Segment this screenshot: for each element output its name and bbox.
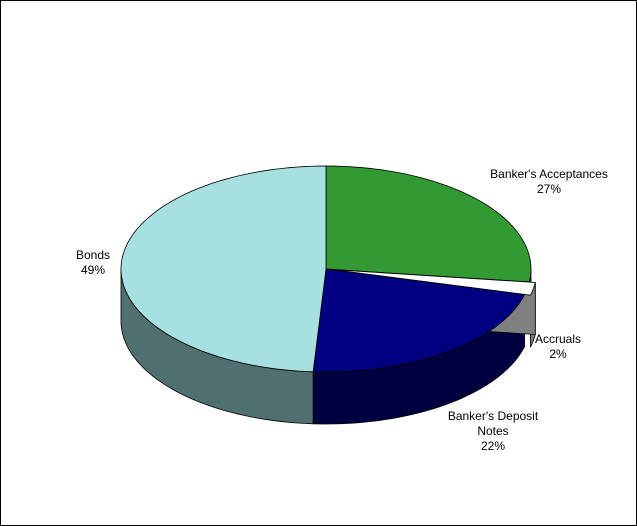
slice <box>120 165 327 373</box>
data-label: Banker's Acceptances 27% <box>479 167 619 197</box>
slice <box>325 165 532 283</box>
category-label: Accruals <box>534 332 581 346</box>
data-label: Banker's Deposit Notes 22% <box>438 409 548 454</box>
value-label: 22% <box>480 439 506 453</box>
value-label: 27% <box>536 182 562 196</box>
value-label: 2% <box>549 347 567 361</box>
category-label: Banker's Acceptances <box>490 167 608 181</box>
value-label: 49% <box>80 263 106 277</box>
category-label: Bonds <box>75 248 111 262</box>
data-label: Bonds 49% <box>63 248 123 278</box>
slice <box>312 268 526 373</box>
category-label: Banker's Deposit Notes <box>447 409 539 438</box>
data-label: Accruals 2% <box>528 332 588 362</box>
